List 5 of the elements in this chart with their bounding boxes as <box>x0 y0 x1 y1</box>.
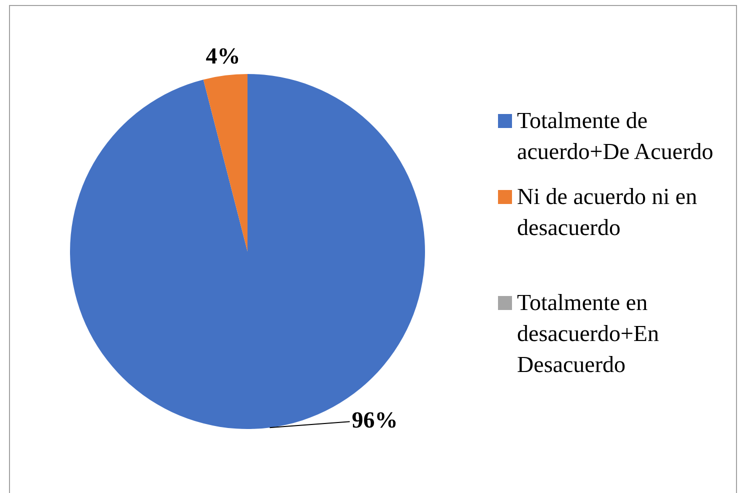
legend-label: Ni de acuerdo ni en desacuerdo <box>517 184 698 240</box>
legend-label: Totalmente en desacuerdo+En Desacuerdo <box>517 290 659 377</box>
data-label: 96% <box>352 408 398 433</box>
legend-label: Totalmente de acuerdo+De Acuerdo <box>517 108 714 164</box>
data-label: 4% <box>206 43 240 68</box>
